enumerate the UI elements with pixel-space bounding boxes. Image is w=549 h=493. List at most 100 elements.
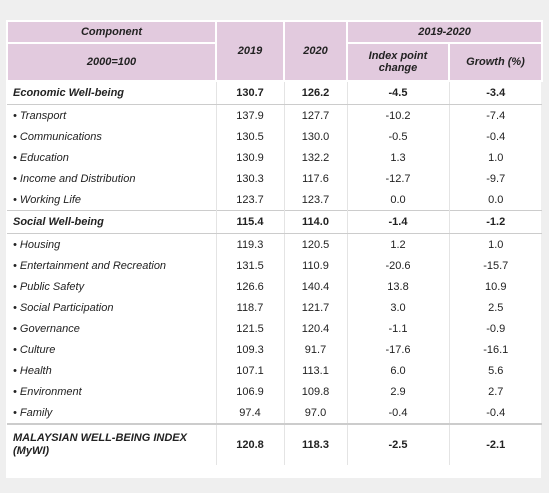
- table-cell: 109.3: [215, 339, 284, 360]
- table-row: • Public Safety 126.6 140.4 13.8 10.9: [7, 276, 543, 297]
- table-cell: 119.3: [215, 233, 284, 255]
- table: Component 2019 2020 2019-2020 2000=100 I…: [6, 20, 544, 465]
- table-cell: 120.5: [283, 233, 347, 255]
- table-cell: -0.4: [346, 402, 449, 424]
- table-cell: 2.9: [346, 381, 449, 402]
- table-cell: MALAYSIAN WELL-BEING INDEX (MyWI): [7, 423, 216, 465]
- table-cell: • Health: [13, 364, 52, 377]
- table-cell: 1.3: [346, 147, 449, 168]
- table-cell: 131.5: [215, 255, 284, 276]
- table-cell: Social Well-being: [7, 210, 216, 234]
- table-row: • Culture 109.3 91.7 -17.6 -16.1: [7, 339, 543, 360]
- table-cell: 1.0: [448, 233, 543, 255]
- table-cell: 5.6: [448, 360, 543, 381]
- table-cell: 10.9: [448, 276, 543, 297]
- table-cell: • Environment: [13, 385, 82, 398]
- table-cell: • Public Safety: [13, 280, 85, 293]
- header-cell: 2020: [283, 20, 348, 82]
- table-cell: 130.7: [215, 80, 284, 105]
- table-cell: 130.0: [283, 126, 347, 147]
- table-cell: • Communications: [13, 130, 102, 143]
- table-cell: • Working Life: [13, 193, 82, 206]
- table-row: • Communications 130.5 130.0 -0.5 -0.4: [7, 126, 543, 147]
- table-cell: 137.9: [215, 104, 284, 126]
- table-cell: • Education: [13, 151, 69, 164]
- table-row: • Income and Distribution 130.3 117.6 -12.7…: [7, 168, 543, 189]
- header-cell: 2019: [215, 20, 285, 82]
- table-cell: 126.2: [283, 80, 347, 105]
- table-cell: 123.7: [283, 189, 347, 211]
- table-cell: 106.9: [215, 381, 284, 402]
- table-cell: • Culture: [13, 343, 56, 356]
- table-row: • Social Participation 118.7 121.7 3.0 2.5: [7, 297, 543, 318]
- table-cell: -16.1: [448, 339, 543, 360]
- table-row: • Transport 137.9 127.7 -10.2 -7.4: [7, 104, 543, 126]
- table-cell: -2.5: [346, 423, 449, 465]
- table-cell: • Governance: [13, 322, 80, 335]
- table-cell: 2.5: [448, 297, 543, 318]
- table-row: • Governance 121.5 120.4 -1.1 -0.9: [7, 318, 543, 339]
- table-cell: -0.5: [346, 126, 449, 147]
- table-body: Economic Well-being 130.7 126.2 -4.5 -3.4 • T…: [7, 80, 543, 465]
- table-cell: 113.1: [283, 360, 347, 381]
- table-cell: 130.3: [215, 168, 284, 189]
- table-row: Economic Well-being 130.7 126.2 -4.5 -3.4: [7, 80, 543, 105]
- table-cell: 3.0: [346, 297, 449, 318]
- table-row: MALAYSIAN WELL-BEING INDEX (MyWI) 120.8 11…: [7, 423, 543, 465]
- table-cell: -1.1: [346, 318, 449, 339]
- table-cell: 123.7: [215, 189, 284, 211]
- table-row: • Housing 119.3 120.5 1.2 1.0: [7, 233, 543, 255]
- table-panel: Component 2019 2020 2019-2020 2000=100 I…: [6, 20, 544, 478]
- table-cell: Economic Well-being: [7, 80, 216, 105]
- table-row: • Health 107.1 113.1 6.0 5.6: [7, 360, 543, 381]
- table-cell: -2.1: [448, 423, 543, 465]
- table-cell: • Social Participation: [13, 301, 114, 314]
- table-row: • Education 130.9 132.2 1.3 1.0: [7, 147, 543, 168]
- table-cell: • Entertainment and Recreation: [13, 259, 167, 272]
- table-cell: 118.3: [283, 423, 347, 465]
- table-cell: -9.7: [448, 168, 543, 189]
- table-cell: 121.7: [283, 297, 347, 318]
- table-cell: 115.4: [215, 210, 284, 234]
- table-cell: 1.2: [346, 233, 449, 255]
- table-cell: 130.9: [215, 147, 284, 168]
- table-cell: • Housing: [13, 238, 61, 251]
- table-cell: 1.0: [448, 147, 543, 168]
- table-cell: 130.5: [215, 126, 284, 147]
- table-cell: 140.4: [283, 276, 347, 297]
- table-cell: 120.4: [283, 318, 347, 339]
- header-cell: 2000=100: [6, 42, 217, 82]
- table-cell: 126.6: [215, 276, 284, 297]
- table-cell: -15.7: [448, 255, 543, 276]
- table-cell: -3.4: [448, 80, 543, 105]
- table-cell: 0.0: [448, 189, 543, 211]
- table-cell: 114.0: [283, 210, 347, 234]
- header-cell: Growth (%): [447, 42, 544, 82]
- table-cell: 97.4: [215, 402, 284, 424]
- table-cell: -4.5: [346, 80, 449, 105]
- table-cell: 127.7: [283, 104, 347, 126]
- table-row: • Entertainment and Recreation 131.5 110.9…: [7, 255, 543, 276]
- table-cell: 118.7: [215, 297, 284, 318]
- table-cell: -0.9: [448, 318, 543, 339]
- table-cell: 110.9: [283, 255, 347, 276]
- table-cell: -17.6: [346, 339, 449, 360]
- table-cell: 109.8: [283, 381, 347, 402]
- table-cell: 132.2: [283, 147, 347, 168]
- table-row: Social Well-being 115.4 114.0 -1.4 -1.2: [7, 210, 543, 234]
- table-cell: -0.4: [448, 126, 543, 147]
- table-cell: -1.2: [448, 210, 543, 234]
- table-cell: 13.8: [346, 276, 449, 297]
- table-cell: -12.7: [346, 168, 449, 189]
- header-cell: 2019-2020: [345, 20, 544, 44]
- table-cell: • Transport: [13, 109, 67, 122]
- table-cell: • Family: [13, 406, 53, 419]
- table-cell: 91.7: [283, 339, 347, 360]
- table-cell: 97.0: [283, 402, 347, 424]
- table-cell: 107.1: [215, 360, 284, 381]
- table-cell: -7.4: [448, 104, 543, 126]
- header-cell: Index point change: [346, 42, 450, 82]
- table-row: • Family 97.4 97.0 -0.4 -0.4: [7, 402, 543, 424]
- table-cell: 121.5: [215, 318, 284, 339]
